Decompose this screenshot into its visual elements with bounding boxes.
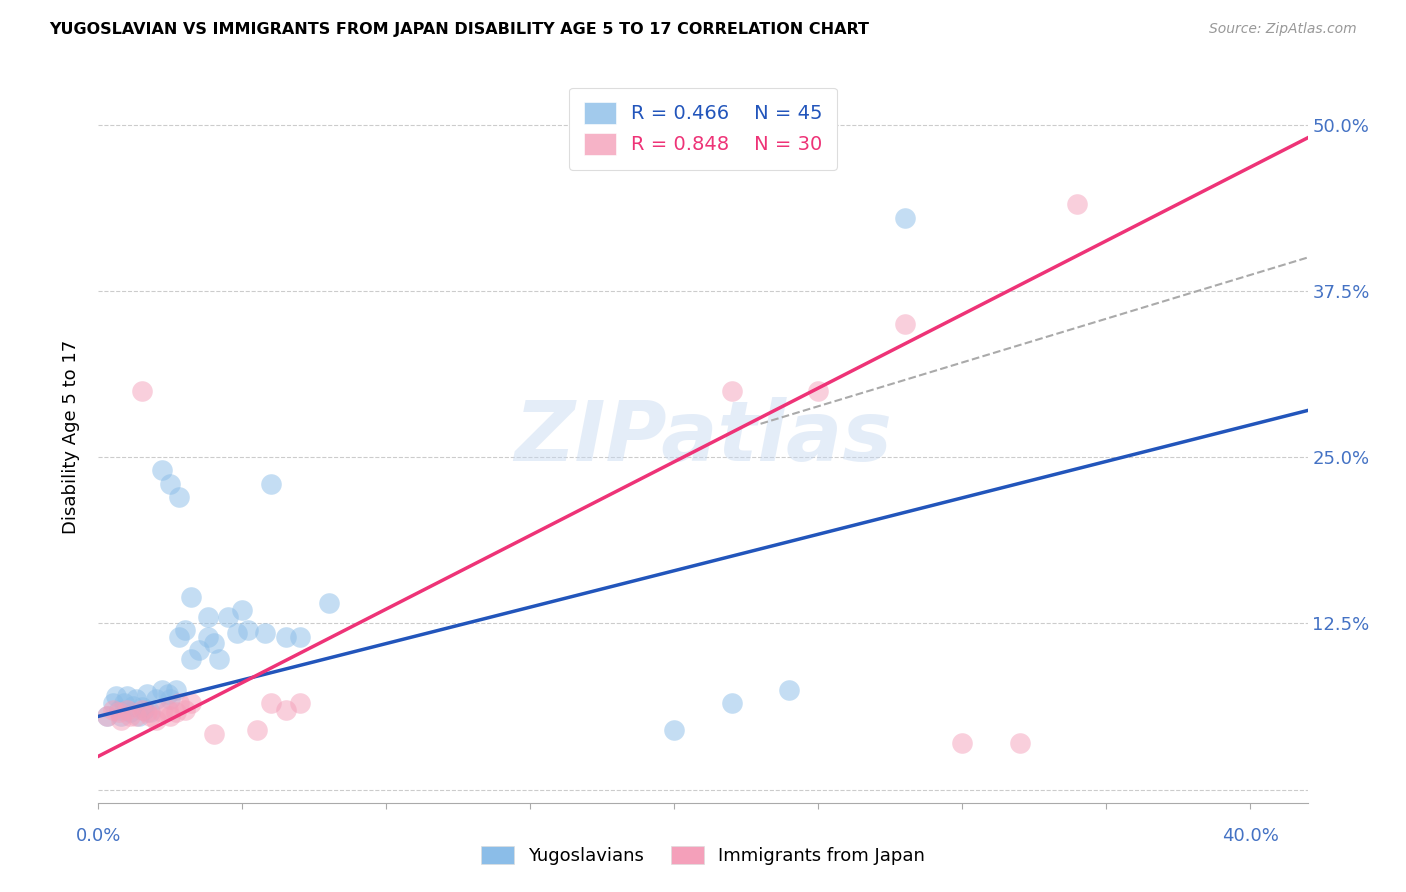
Point (107, 703, 129, 717)
Point (288, 696, 311, 710)
Point (145, 692, 167, 706)
Point (150, 682, 173, 697)
Point (115, 703, 138, 717)
Point (156, 703, 179, 717)
Point (202, 726, 225, 740)
Text: YUGOSLAVIAN VS IMMIGRANTS FROM JAPAN DISABILITY AGE 5 TO 17 CORRELATION CHART: YUGOSLAVIAN VS IMMIGRANTS FROM JAPAN DIS… (49, 22, 869, 37)
Text: ZIPatlas: ZIPatlas (515, 397, 891, 477)
Text: Source: ZipAtlas.com: Source: ZipAtlas.com (1209, 22, 1357, 37)
Point (246, 723, 269, 737)
Point (217, 609, 239, 624)
Point (150, 706, 173, 720)
Point (180, 696, 202, 710)
Point (122, 698, 145, 713)
Point (173, 623, 195, 637)
Point (104, 690, 127, 704)
Point (125, 692, 148, 706)
Point (125, 709, 148, 723)
Point (893, 317, 915, 331)
Point (950, 736, 973, 750)
Point (720, 696, 742, 710)
Point (110, 714, 132, 728)
Point (173, 703, 195, 717)
Point (120, 709, 142, 723)
Point (165, 706, 187, 720)
Point (165, 682, 187, 697)
Point (231, 603, 253, 617)
Point (136, 687, 159, 701)
Point (202, 636, 225, 650)
Point (167, 696, 190, 710)
Point (1066, 197, 1088, 211)
Point (1008, 736, 1031, 750)
Point (139, 706, 162, 720)
Point (139, 709, 162, 723)
Point (778, 682, 800, 697)
Point (180, 590, 202, 604)
Point (208, 652, 231, 666)
Point (288, 630, 311, 644)
Legend: Yugoslavians, Immigrants from Japan: Yugoslavians, Immigrants from Japan (472, 837, 934, 874)
Point (197, 609, 219, 624)
Point (225, 625, 247, 640)
Point (274, 630, 297, 644)
Point (260, 696, 283, 710)
Point (893, 211, 915, 225)
Point (96, 709, 118, 723)
Point (145, 714, 167, 728)
Text: 40.0%: 40.0% (1222, 827, 1278, 845)
Point (197, 630, 219, 644)
Point (159, 692, 181, 706)
Point (107, 706, 129, 720)
Point (128, 709, 150, 723)
Point (236, 623, 259, 637)
Y-axis label: Disability Age 5 to 17: Disability Age 5 to 17 (62, 340, 80, 534)
Point (274, 703, 297, 717)
Point (120, 706, 142, 720)
Point (110, 709, 132, 723)
Legend: R = 0.466    N = 45, R = 0.848    N = 30: R = 0.466 N = 45, R = 0.848 N = 30 (569, 87, 837, 169)
Point (131, 703, 153, 717)
Point (260, 476, 283, 491)
Point (188, 643, 211, 657)
Point (254, 625, 277, 640)
Point (131, 384, 153, 398)
Point (96, 709, 118, 723)
Point (134, 703, 156, 717)
Point (807, 384, 830, 398)
Point (167, 490, 190, 504)
Point (167, 630, 190, 644)
Point (180, 652, 202, 666)
Point (159, 476, 181, 491)
Point (112, 696, 135, 710)
Point (156, 687, 179, 701)
Point (150, 463, 173, 477)
Point (136, 706, 159, 720)
Point (115, 690, 138, 704)
Point (664, 723, 686, 737)
Point (101, 696, 124, 710)
Point (101, 703, 124, 717)
Point (720, 384, 742, 398)
Text: 0.0%: 0.0% (76, 827, 121, 845)
Point (318, 596, 340, 610)
Point (131, 700, 153, 714)
Point (159, 709, 181, 723)
